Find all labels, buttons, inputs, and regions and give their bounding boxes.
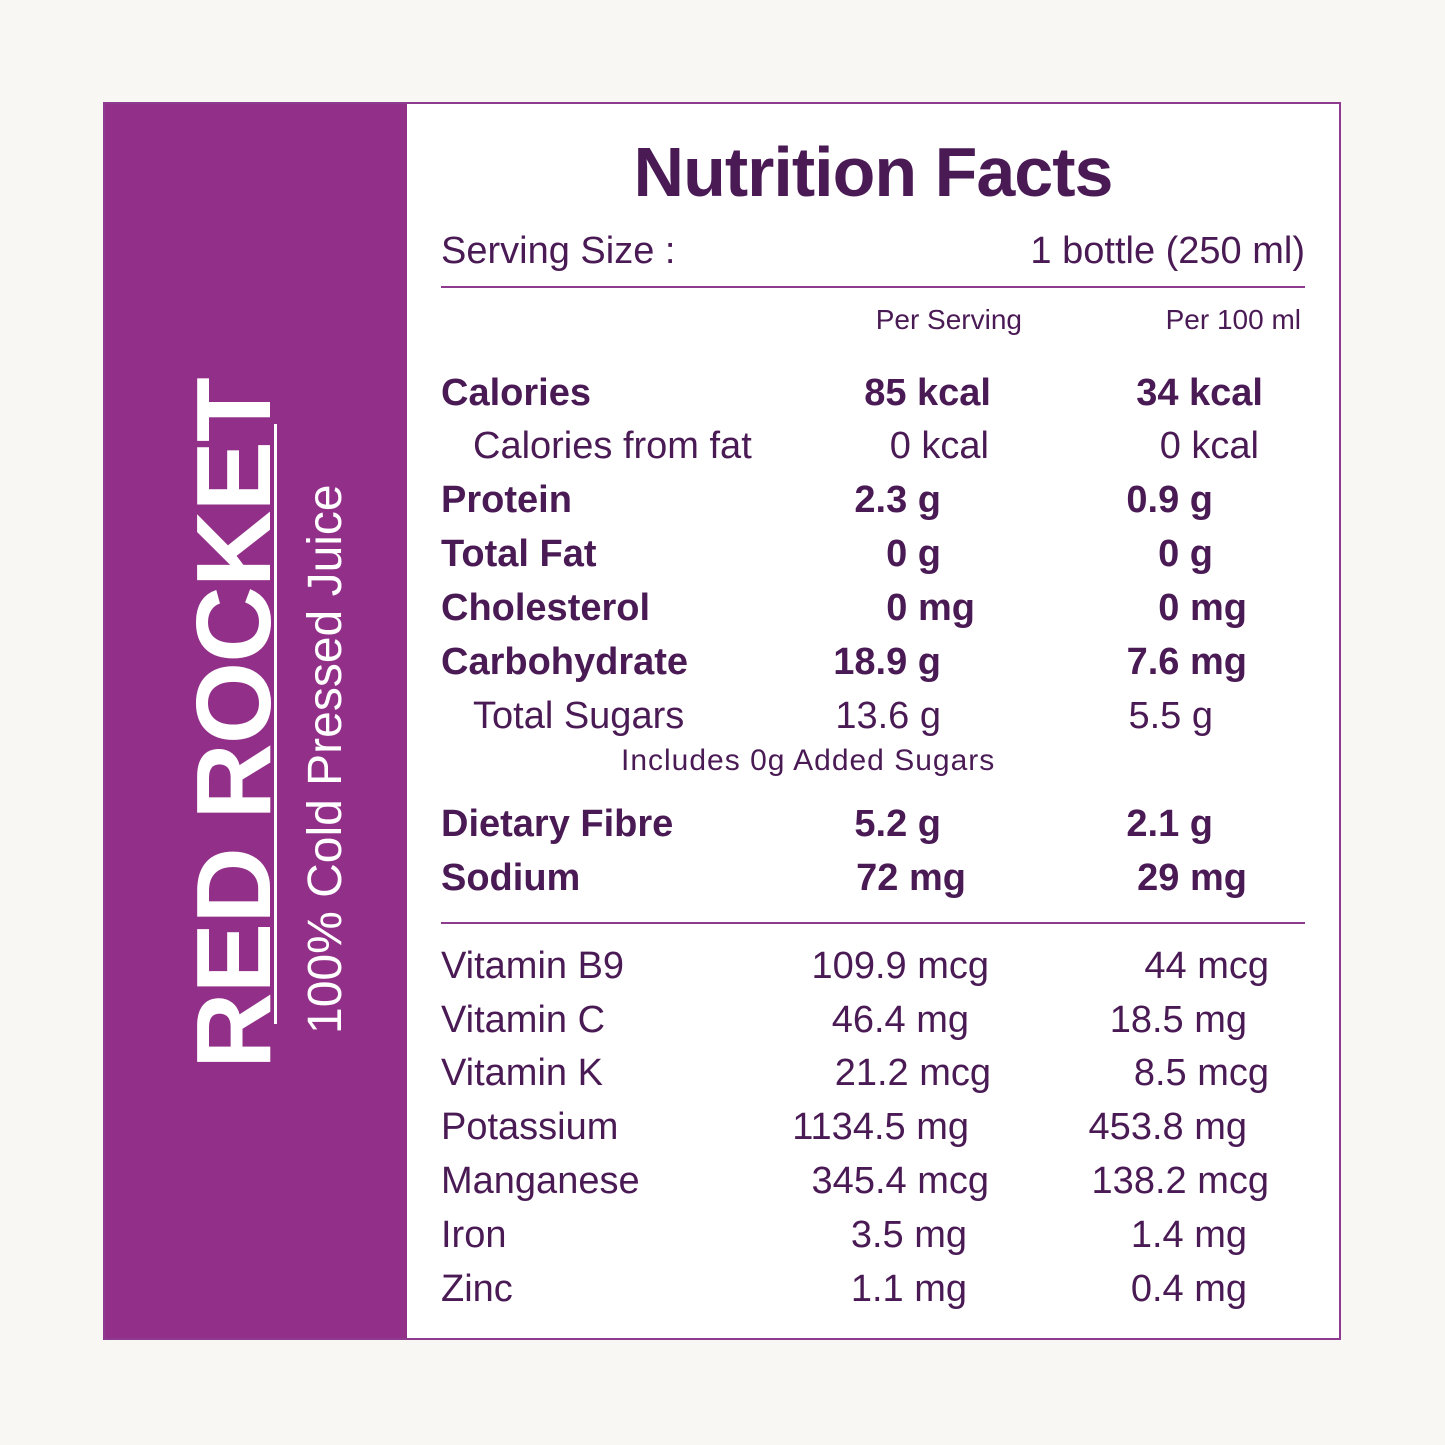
vitamin-per-100ml: 44 mcg xyxy=(1144,945,1269,987)
added-sugars-note: Includes 0g Added Sugars xyxy=(621,744,996,777)
section-divider xyxy=(441,922,1305,924)
vitamin-per-100ml: 453.8 mg xyxy=(1088,1106,1247,1148)
vitamin-per-100ml: 1.4 mg xyxy=(1130,1214,1247,1256)
nutrient-per-100ml: 0.9 g xyxy=(1126,479,1213,521)
vitamin-per-serving: 46.4 mg xyxy=(831,999,969,1041)
nutrient-per-serving: 0 mg xyxy=(886,587,975,629)
nutrient-per-100ml: 0 kcal xyxy=(1159,425,1259,467)
nutrient-per-100ml: 5.5 g xyxy=(1128,695,1213,737)
nutrient-per-100ml: 0 mg xyxy=(1158,587,1247,629)
serving-label: Serving Size : xyxy=(441,230,676,272)
nutrient-name: Dietary Fibre xyxy=(441,803,674,845)
nutrient-row: Calories from fat 0 kcal 0 kcal xyxy=(441,419,1305,473)
vitamin-per-100ml: 0.4 mg xyxy=(1130,1268,1247,1310)
nutrient-row: Carbohydrate 18.9 g 7.6 mg xyxy=(441,635,1305,689)
vitamin-per-serving: 1134.5 mg xyxy=(792,1106,969,1148)
brand-tagline: 100% Cold Pressed Juice xyxy=(299,484,352,1034)
vitamin-row: Vitamin C 46.4 mg 18.5 mg xyxy=(441,993,1305,1047)
nutrient-per-serving: 0 g xyxy=(886,533,941,575)
nutrient-per-100ml: 0 g xyxy=(1158,533,1213,575)
vitamin-row: Zinc 1.1 mg 0.4 mg xyxy=(441,1262,1305,1316)
vitamin-per-serving: 345.4 mcg xyxy=(811,1160,989,1202)
nutrient-name: Cholesterol xyxy=(441,587,651,629)
nutrient-name: Calories from fat xyxy=(473,425,752,467)
nutrition-card: RED ROCKET 100% Cold Pressed Juice Nutri… xyxy=(103,102,1341,1340)
vitamin-row: Vitamin K 21.2 mcg 8.5 mcg xyxy=(441,1046,1305,1100)
column-header-per-100ml: Per 100 ml xyxy=(1165,304,1301,335)
vitamin-per-100ml: 8.5 mcg xyxy=(1133,1052,1269,1094)
vitamin-name: Vitamin C xyxy=(441,999,606,1041)
vitamin-row: Iron 3.5 mg 1.4 mg xyxy=(441,1208,1305,1262)
panel-title: Nutrition Facts xyxy=(633,133,1114,211)
nutrient-row: Dietary Fibre 5.2 g 2.1 g xyxy=(441,797,1305,851)
vitamin-per-100ml: 18.5 mg xyxy=(1109,999,1247,1041)
nutrient-per-serving: 13.6 g xyxy=(835,695,941,737)
nutrient-name: Total Fat xyxy=(441,533,597,575)
vitamin-per-serving: 1.1 mg xyxy=(850,1268,967,1310)
nutrient-name: Sodium xyxy=(441,857,581,899)
brand-divider xyxy=(274,424,277,1024)
vitamin-row: Potassium 1134.5 mg 453.8 mg xyxy=(441,1100,1305,1154)
nutrient-per-100ml: 7.6 mg xyxy=(1126,641,1247,683)
vitamin-per-serving: 3.5 mg xyxy=(850,1214,967,1256)
nutrient-per-100ml: 2.1 g xyxy=(1126,803,1213,845)
serving-value: 1 bottle (250 ml) xyxy=(1030,230,1305,272)
nutrient-row: Protein 2.3 g 0.9 g xyxy=(441,473,1305,527)
nutrient-row: Total Sugars 13.6 g 5.5 g xyxy=(441,689,1305,743)
vitamin-name: Manganese xyxy=(441,1160,640,1202)
vitamin-name: Vitamin K xyxy=(441,1052,603,1094)
brand-panel: RED ROCKET 100% Cold Pressed Juice xyxy=(105,104,407,1338)
nutrient-row: Total Fat 0 g 0 g xyxy=(441,527,1305,581)
vitamin-row: Manganese 345.4 mcg 138.2 mcg xyxy=(441,1154,1305,1208)
nutrient-per-serving: 5.2 g xyxy=(854,803,941,845)
nutrient-row: Calories 85 kcal 34 kcal xyxy=(441,366,1305,420)
nutrient-per-100ml: 29 mg xyxy=(1137,857,1247,899)
vitamin-per-100ml: 138.2 mcg xyxy=(1091,1160,1269,1202)
nutrient-per-serving: 18.9 g xyxy=(833,641,941,683)
nutrient-per-100ml: 34 kcal xyxy=(1136,372,1263,414)
vitamin-name: Vitamin B9 xyxy=(441,945,625,987)
nutrient-per-serving: 2.3 g xyxy=(854,479,941,521)
vitamin-name: Potassium xyxy=(441,1106,619,1148)
nutrient-row: Sodium 72 mg 29 mg xyxy=(441,851,1305,905)
nutrient-name: Calories xyxy=(441,372,591,414)
nutrient-name: Carbohydrate xyxy=(441,641,689,683)
nutrient-per-serving: 72 mg xyxy=(856,857,966,899)
nutrient-name: Protein xyxy=(441,479,572,521)
vitamin-name: Zinc xyxy=(441,1268,513,1310)
serving-size: Serving Size : 1 bottle (250 ml) xyxy=(441,230,1305,288)
vitamin-name: Iron xyxy=(441,1214,507,1256)
nutrient-name: Total Sugars xyxy=(473,695,685,737)
vitamin-per-serving: 21.2 mcg xyxy=(834,1052,991,1094)
nutrient-row: Cholesterol 0 mg 0 mg xyxy=(441,581,1305,635)
column-header-per-serving: Per Serving xyxy=(875,304,1022,335)
nutrient-per-serving: 85 kcal xyxy=(864,372,991,414)
nutrient-per-serving: 0 kcal xyxy=(889,425,989,467)
vitamin-per-serving: 109.9 mcg xyxy=(811,945,989,987)
vitamin-row: Vitamin B9 109.9 mcg 44 mcg xyxy=(441,939,1305,993)
brand-name: RED ROCKET xyxy=(175,378,293,1069)
